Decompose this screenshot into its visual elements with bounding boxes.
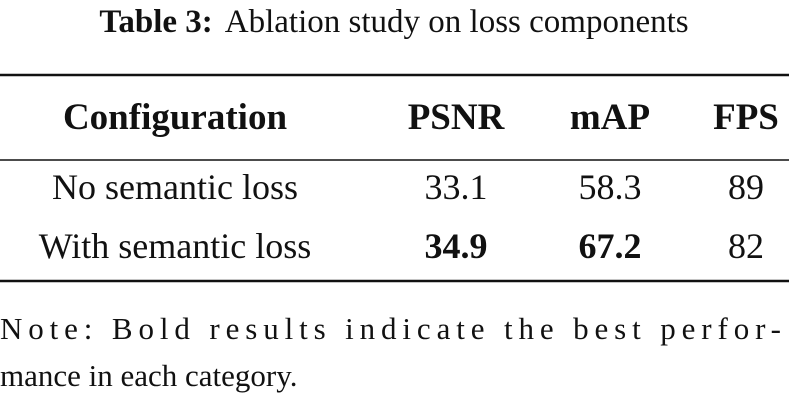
table-cell: 89 xyxy=(728,167,764,207)
caption-text: Ablation study on loss components xyxy=(225,4,689,40)
table-cell: 67.2 xyxy=(579,226,642,266)
header-cell: mAP xyxy=(570,97,650,138)
header-cell: FPS xyxy=(713,97,779,138)
table-cell: 58.3 xyxy=(579,167,642,207)
table-cell: No semantic loss xyxy=(52,167,298,207)
header-cell: Configuration xyxy=(63,97,288,138)
note-line: mance in each category. xyxy=(0,358,297,393)
table-cell: 34.9 xyxy=(425,226,488,266)
note-line: Note: Bold results indicate the best per… xyxy=(0,311,781,346)
header-cell: PSNR xyxy=(408,97,506,138)
caption-label: Table 3: xyxy=(99,4,212,40)
table-cell: 82 xyxy=(728,226,764,266)
caption: Table 3: Ablation study on loss component… xyxy=(99,4,688,40)
table-cell: With semantic loss xyxy=(39,226,312,266)
table-cell: 33.1 xyxy=(425,167,488,207)
